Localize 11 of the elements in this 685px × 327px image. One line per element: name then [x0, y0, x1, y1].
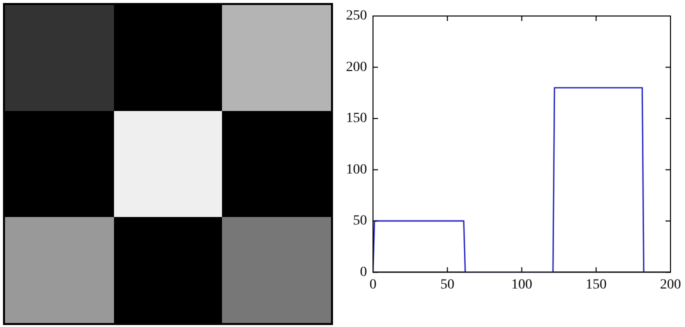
y-tick-label: 50: [353, 214, 367, 229]
y-tick-label: 0: [360, 264, 367, 280]
y-tick-label: 200: [346, 60, 367, 75]
x-tick-label: 100: [511, 277, 532, 292]
x-tick-label: 200: [660, 277, 681, 292]
x-tick-label: 0: [370, 277, 376, 292]
y-tick-label: 250: [346, 8, 367, 24]
x-tick-label: 50: [440, 277, 454, 292]
y-tick-label: 150: [346, 111, 367, 126]
y-tick-label: 100: [346, 162, 367, 178]
x-tick-label: 150: [586, 277, 607, 292]
